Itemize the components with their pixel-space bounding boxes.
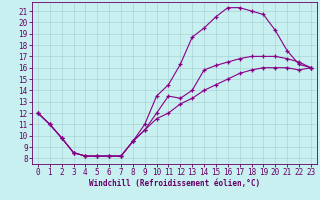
X-axis label: Windchill (Refroidissement éolien,°C): Windchill (Refroidissement éolien,°C) <box>89 179 260 188</box>
